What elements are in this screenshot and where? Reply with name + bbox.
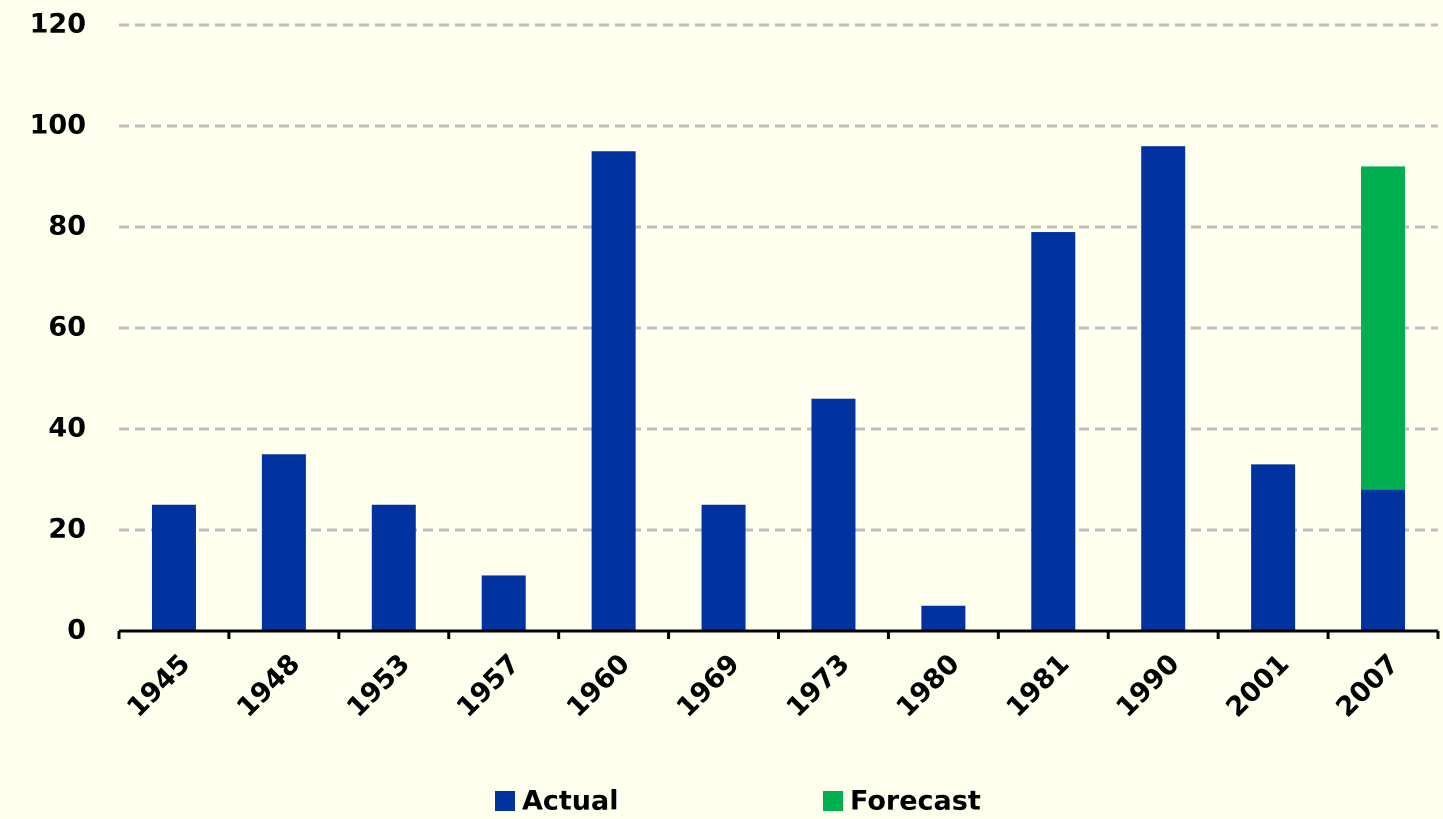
- y-tick-label: 60: [48, 312, 86, 343]
- legend-swatch: [495, 791, 515, 811]
- bar: [481, 575, 526, 631]
- x-tick-label: 1980: [891, 648, 966, 723]
- x-tick-label: 2007: [1330, 648, 1405, 723]
- y-tick-label: 120: [30, 9, 86, 40]
- bar: [591, 151, 636, 631]
- x-tick-label: 1953: [341, 648, 416, 723]
- y-tick-label: 40: [48, 413, 86, 444]
- y-tick-label: 0: [67, 615, 86, 646]
- legend-swatch: [823, 791, 843, 811]
- y-tick-label: 20: [48, 514, 86, 545]
- legend-label: Forecast: [850, 786, 981, 817]
- x-tick-label: 1948: [231, 648, 306, 723]
- bar: [921, 605, 966, 631]
- x-tick-label: 1981: [1000, 648, 1075, 723]
- bar: [701, 504, 746, 631]
- y-tick-label: 100: [30, 110, 86, 141]
- x-tick-label: 2001: [1220, 648, 1295, 723]
- x-tick-label: 1945: [121, 648, 196, 723]
- x-tick-label: 1973: [781, 648, 856, 723]
- x-tick-label: 1990: [1110, 648, 1185, 723]
- bar: [151, 504, 196, 631]
- bar: [371, 504, 416, 631]
- bar: [811, 398, 856, 631]
- x-tick-label: 1960: [561, 648, 636, 723]
- bar: [1031, 232, 1076, 632]
- bar: [1251, 464, 1296, 631]
- y-tick-label: 80: [48, 211, 86, 242]
- bar: [1361, 489, 1406, 631]
- x-tick-label: 1957: [451, 648, 526, 723]
- x-tick-label: 1969: [671, 648, 746, 723]
- legend-label: Actual: [522, 786, 619, 817]
- bar: [1361, 166, 1406, 490]
- bar: [261, 454, 306, 631]
- bar: [1141, 146, 1186, 631]
